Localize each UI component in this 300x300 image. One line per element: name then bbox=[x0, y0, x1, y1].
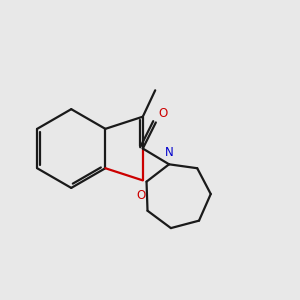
Text: O: O bbox=[137, 189, 146, 202]
Text: O: O bbox=[158, 107, 167, 120]
Text: N: N bbox=[165, 146, 173, 159]
